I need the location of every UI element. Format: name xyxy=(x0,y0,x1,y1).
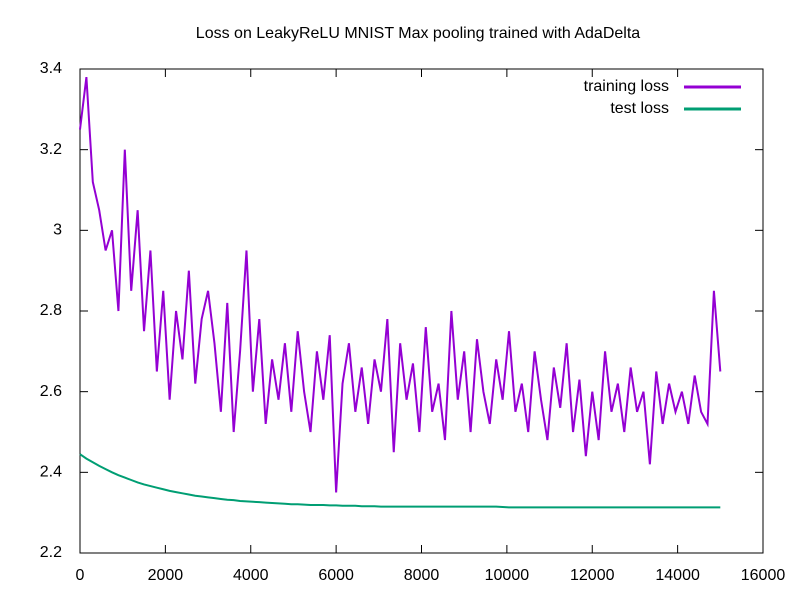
x-tick-label: 0 xyxy=(76,567,85,584)
legend-label: training loss xyxy=(584,78,669,95)
y-tick-label: 2.6 xyxy=(40,383,62,400)
x-tick-label: 10000 xyxy=(485,567,530,584)
data-line xyxy=(79,76,722,493)
y-tick-label: 3.2 xyxy=(40,141,62,158)
x-tick-label: 14000 xyxy=(655,567,700,584)
x-tick-label: 16000 xyxy=(741,567,786,584)
x-tick-label: 12000 xyxy=(570,567,615,584)
plot-border xyxy=(79,68,764,554)
chart-title: Loss on LeakyReLU MNIST Max pooling trai… xyxy=(196,25,640,42)
x-tick-label: 6000 xyxy=(318,567,354,584)
x-tick-label: 8000 xyxy=(404,567,440,584)
y-tick-label: 3 xyxy=(53,222,62,239)
y-tick-label: 2.2 xyxy=(40,544,62,561)
data-line xyxy=(79,453,721,509)
x-tick-label: 4000 xyxy=(233,567,269,584)
legend-label: test loss xyxy=(610,100,669,117)
y-tick-label: 2.4 xyxy=(40,464,62,481)
x-tick-label: 2000 xyxy=(148,567,184,584)
y-tick-label: 2.8 xyxy=(40,302,62,319)
y-tick-label: 3.4 xyxy=(40,60,62,77)
